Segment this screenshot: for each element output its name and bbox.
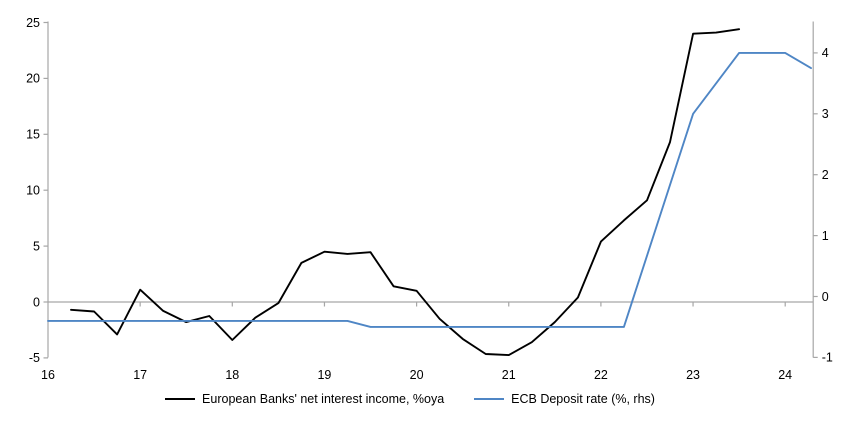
legend-line-sample-blue [474,398,505,400]
x-axis-label: 17 [133,368,147,382]
x-axis-label: 24 [778,368,792,382]
left-axis-label: 10 [26,184,40,198]
right-axis-label: 3 [822,107,829,121]
legend-label-ecb: ECB Deposit rate (%, rhs) [511,392,655,406]
x-axis-label: 19 [317,368,331,382]
left-axis-label: 5 [33,239,40,253]
legend: European Banks' net interest income, %oy… [0,392,820,406]
right-axis-label: 1 [822,229,829,243]
right-axis-label: 0 [822,290,829,304]
legend-label-nii: European Banks' net interest income, %oy… [202,392,445,406]
legend-item-nii: European Banks' net interest income, %oy… [165,392,444,406]
legend-item-ecb: ECB Deposit rate (%, rhs) [474,392,655,406]
right-axis-label: 4 [822,46,829,60]
right-axis-label: -1 [822,351,833,365]
series-line-ecb-deposit-rate [47,51,812,328]
x-axis-label: 16 [41,368,55,382]
left-axis-label: 15 [26,128,40,142]
x-axis-label: 21 [502,368,516,382]
x-axis-label: 20 [410,368,424,382]
x-axis-label: 22 [594,368,608,382]
right-axis-label: 2 [822,168,829,182]
left-axis-label: 0 [33,295,40,309]
legend-line-sample-black [165,398,196,400]
left-axis-label: 20 [26,72,40,86]
x-axis-label: 23 [686,368,700,382]
x-axis-label: 18 [225,368,239,382]
series-line-nii [70,28,741,357]
left-axis-label: 25 [26,16,40,30]
left-axis-label: -5 [29,351,40,365]
